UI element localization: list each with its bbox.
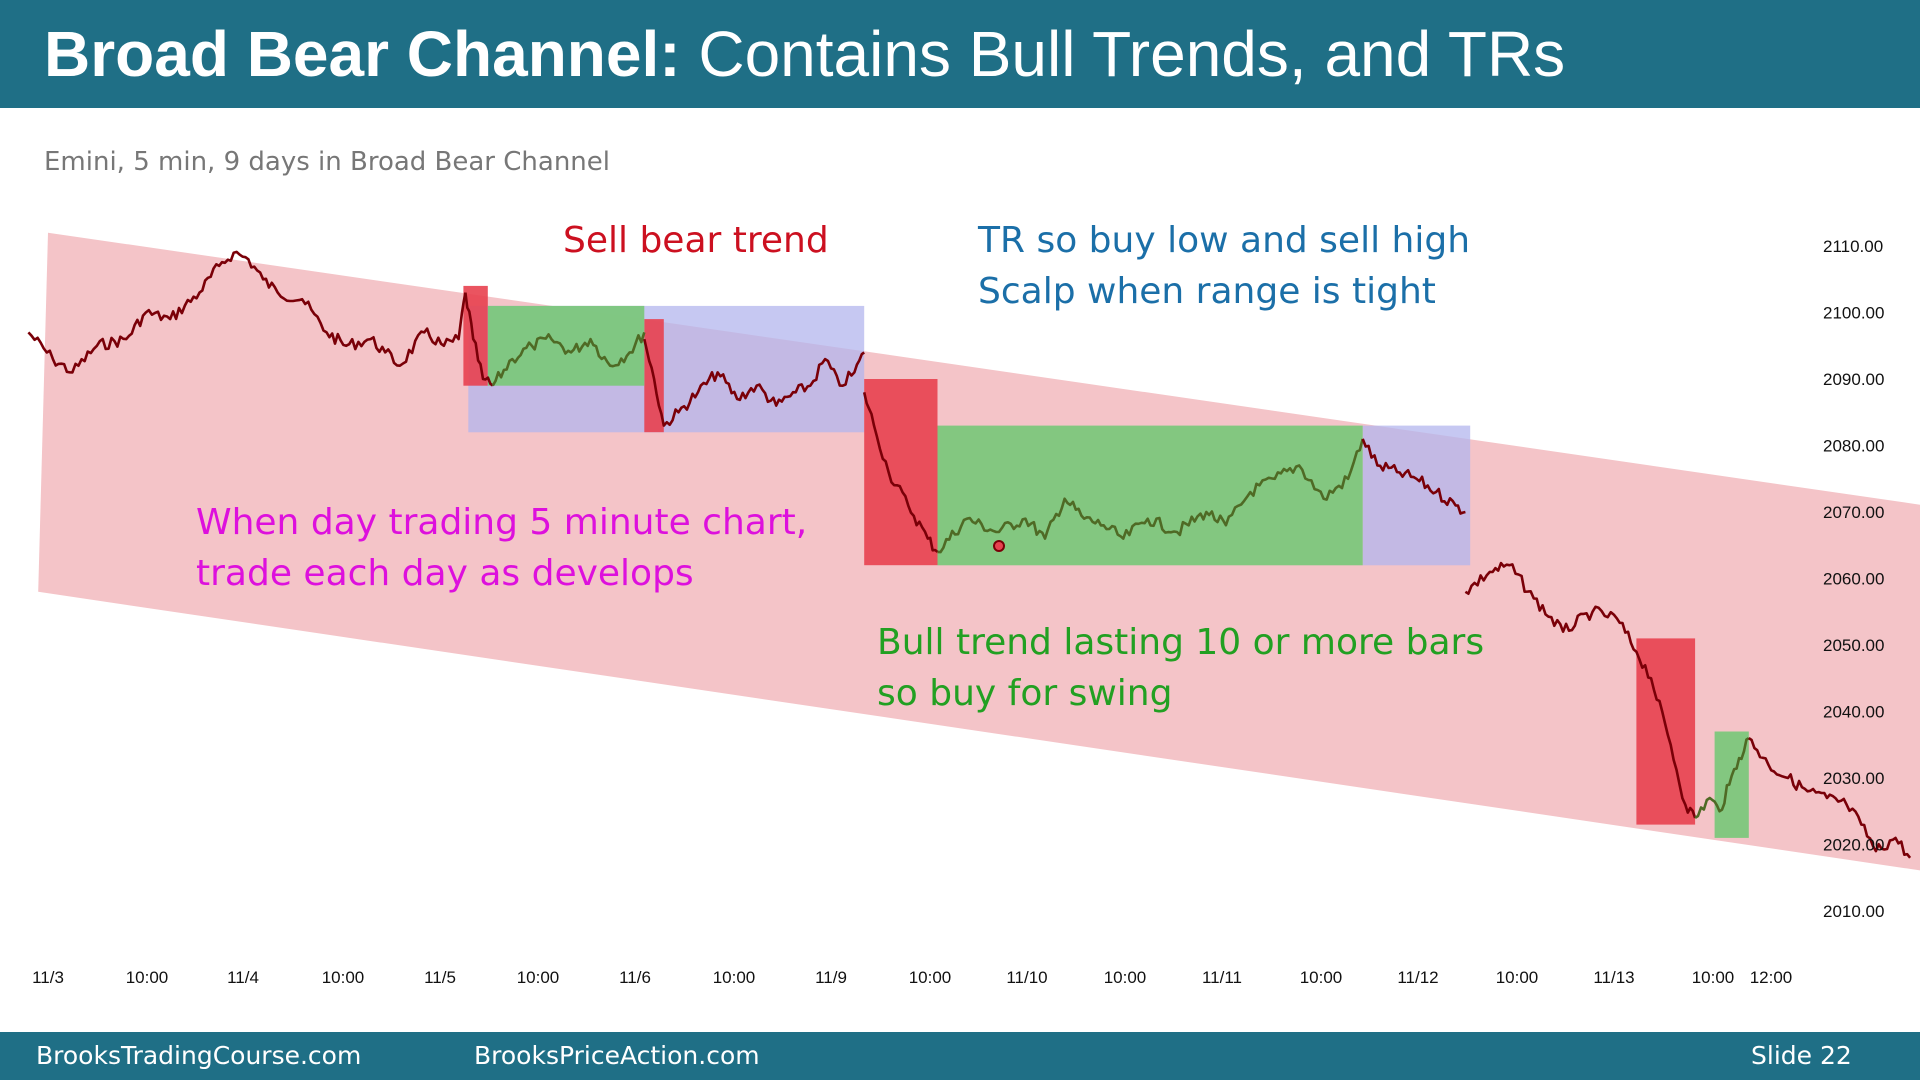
y-tick-label: 2100.00 bbox=[1823, 304, 1884, 323]
x-tick-label: 10:00 bbox=[322, 968, 365, 987]
footer-center-link[interactable]: BrooksPriceAction.com bbox=[474, 1041, 760, 1070]
x-tick-label: 11/9 bbox=[815, 968, 847, 987]
annotation-line: Scalp when range is tight bbox=[978, 271, 1436, 312]
annotation-line: Bull trend lasting 10 or more bars bbox=[877, 622, 1484, 663]
slide-header: Broad Bear Channel: Contains Bull Trends… bbox=[0, 0, 1920, 108]
x-tick-label: 10:00 bbox=[1692, 968, 1735, 987]
x-tick-label: 11/13 bbox=[1593, 968, 1634, 987]
price-line bbox=[27, 250, 467, 374]
zones-layer bbox=[463, 285, 1749, 838]
price-line bbox=[862, 392, 939, 553]
price-layer bbox=[27, 250, 1912, 859]
x-tick-label: 11/10 bbox=[1006, 968, 1047, 987]
y-tick-label: 2050.00 bbox=[1823, 636, 1884, 655]
x-tick-label: 11/12 bbox=[1397, 968, 1438, 987]
y-axis: 2110.00 2100.00 2090.00 2080.00 2070.00 2060.… bbox=[1823, 237, 1884, 921]
x-tick-label: 11/5 bbox=[424, 968, 456, 987]
slide-title: Broad Bear Channel: Contains Bull Trends… bbox=[44, 14, 1565, 94]
annotation-line: so buy for swing bbox=[877, 673, 1172, 714]
price-line bbox=[643, 338, 865, 427]
bull-zone bbox=[937, 425, 1363, 566]
y-tick-label: 2070.00 bbox=[1823, 503, 1884, 522]
annotation-sell-bear-trend: Sell bear trend bbox=[563, 220, 829, 261]
y-tick-label: 2060.00 bbox=[1823, 570, 1884, 589]
bull-zone bbox=[487, 305, 645, 386]
price-line bbox=[1361, 438, 1466, 515]
chart-subtitle: Emini, 5 min, 9 days in Broad Bear Chann… bbox=[44, 147, 610, 177]
x-tick-label: 10:00 bbox=[126, 968, 169, 987]
price-line bbox=[1748, 737, 1912, 859]
price-line bbox=[491, 332, 646, 387]
entry-marker bbox=[993, 540, 1005, 552]
y-tick-label: 2030.00 bbox=[1823, 769, 1884, 788]
annotation-line: When day trading 5 minute chart, bbox=[196, 502, 807, 543]
x-tick-label: 10:00 bbox=[1104, 968, 1147, 987]
y-tick-label: 2010.00 bbox=[1823, 902, 1884, 921]
x-axis: 11/3 10:00 11/4 10:00 11/5 10:00 11/6 10:00 11/9… bbox=[32, 968, 1792, 987]
price-line bbox=[937, 438, 1364, 554]
price-line bbox=[1694, 736, 1750, 819]
x-tick-label: 11/4 bbox=[227, 968, 259, 987]
title-bold: Broad Bear Channel: bbox=[44, 18, 681, 90]
annotation-tr-buy-low: TR so buy low and sell high Scalp when r… bbox=[977, 220, 1470, 312]
price-line bbox=[464, 292, 494, 387]
y-tick-label: 2080.00 bbox=[1823, 437, 1884, 456]
x-tick-label: 11/3 bbox=[32, 968, 64, 987]
x-tick-label: 10:00 bbox=[517, 968, 560, 987]
annotation-day-trading: When day trading 5 minute chart, trade e… bbox=[196, 502, 807, 594]
x-tick-label: 10:00 bbox=[1496, 968, 1539, 987]
x-tick-label: 12:00 bbox=[1750, 968, 1793, 987]
slide-number: Slide 22 bbox=[1751, 1041, 1852, 1070]
annotation-line: TR so buy low and sell high bbox=[977, 220, 1470, 261]
annotation-line: Sell bear trend bbox=[563, 220, 829, 261]
price-line bbox=[1464, 561, 1697, 819]
annotation-line: trade each day as develops bbox=[196, 553, 694, 594]
price-chart: Emini, 5 min, 9 days in Broad Bear Chann… bbox=[27, 147, 1920, 987]
x-tick-label: 10:00 bbox=[1300, 968, 1343, 987]
x-tick-label: 10:00 bbox=[909, 968, 952, 987]
y-tick-label: 2020.00 bbox=[1823, 836, 1884, 855]
x-tick-label: 11/6 bbox=[619, 968, 651, 987]
x-tick-label: 11/11 bbox=[1202, 968, 1242, 987]
y-tick-label: 2110.00 bbox=[1823, 237, 1883, 256]
slide-footer: BrooksTradingCourse.com BrooksPriceActio… bbox=[0, 1032, 1920, 1080]
y-tick-label: 2090.00 bbox=[1823, 370, 1884, 389]
x-tick-label: 10:00 bbox=[713, 968, 756, 987]
annotation-bull-trend: Bull trend lasting 10 or more bars so bu… bbox=[877, 622, 1484, 714]
y-tick-label: 2040.00 bbox=[1823, 703, 1884, 722]
footer-left-link[interactable]: BrooksTradingCourse.com bbox=[36, 1041, 362, 1070]
range-zone bbox=[1362, 425, 1471, 566]
title-rest: Contains Bull Trends, and TRs bbox=[698, 18, 1566, 90]
